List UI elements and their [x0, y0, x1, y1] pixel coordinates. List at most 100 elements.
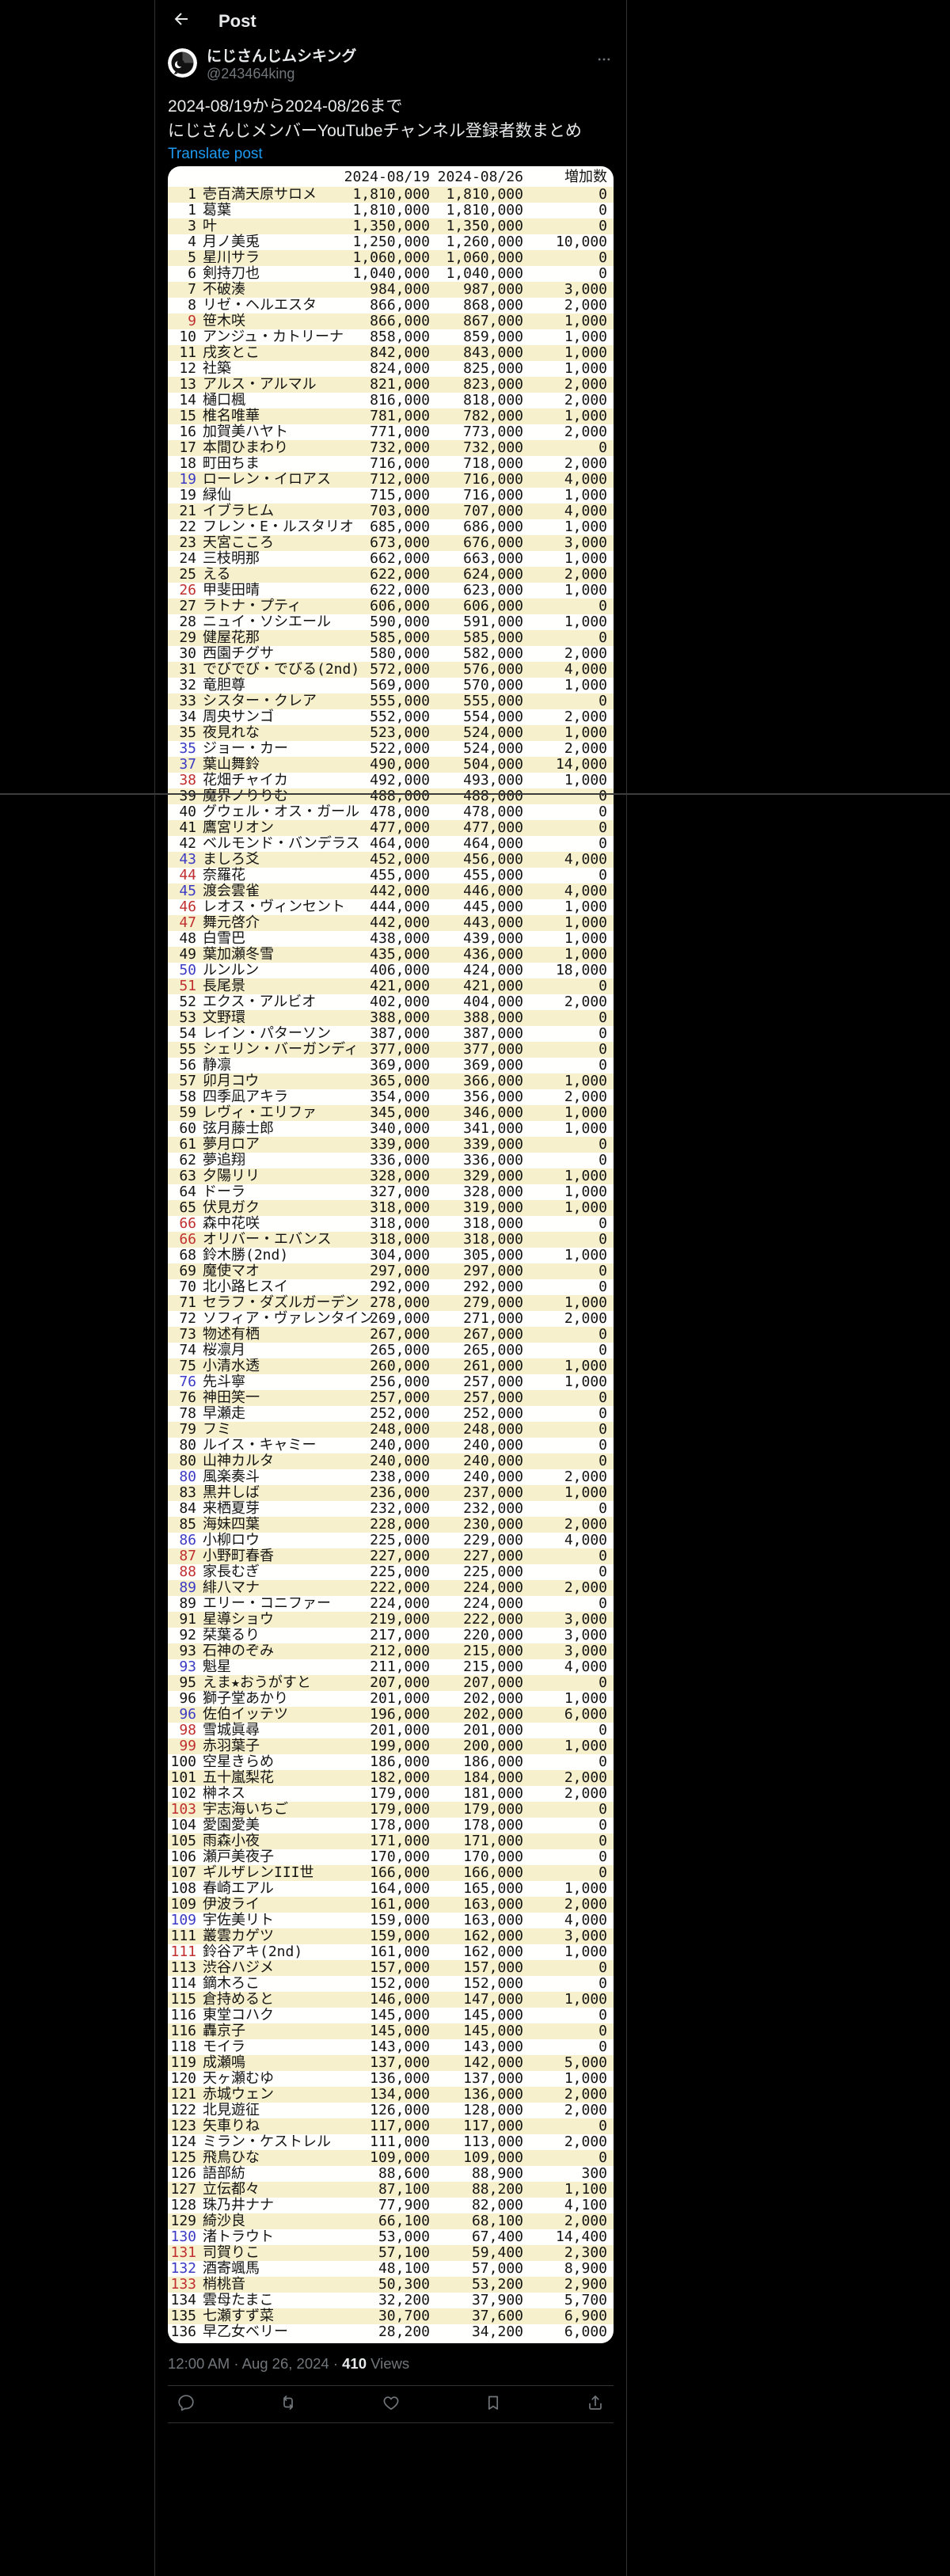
value-0826-cell: 868,000 — [463, 297, 523, 313]
table-row: 9 笹木咲 866,000 867,000 1,000 — [168, 313, 614, 329]
table-row: 13 アルス・アルマル 821,000 823,000 2,000 — [168, 377, 614, 393]
rank-cell: 33 — [179, 693, 196, 709]
increase-cell: 1,000 — [564, 344, 607, 361]
user-names: にじさんじムシキング @243464king — [207, 48, 356, 82]
increase-cell: 0 — [598, 1674, 607, 1691]
value-0819-cell: 170,000 — [370, 1848, 430, 1865]
increase-cell: 0 — [598, 819, 607, 836]
value-0826-cell: 369,000 — [463, 1057, 523, 1073]
table-row: 103 宇志海いちご 179,000 179,000 0 — [168, 1802, 614, 1818]
value-0826-cell: 591,000 — [463, 614, 523, 630]
table-row: 50 ルンルン 406,000 424,000 18,000 — [168, 963, 614, 978]
reply-button[interactable] — [173, 2391, 200, 2418]
rank-cell: 55 — [179, 1041, 196, 1058]
rank-cell: 48 — [179, 930, 196, 947]
increase-cell: 1,000 — [564, 408, 607, 424]
increase-cell: 1,000 — [564, 1943, 607, 1960]
increase-cell: 4,000 — [564, 471, 607, 488]
table-row: 93 石神のぞみ 212,000 215,000 3,000 — [168, 1643, 614, 1659]
bookmark-button[interactable] — [480, 2391, 507, 2418]
increase-cell: 0 — [598, 1326, 607, 1343]
table-row: 93 魁星 211,000 215,000 4,000 — [168, 1659, 614, 1675]
increase-cell: 4,100 — [564, 2197, 607, 2213]
rank-cell: 8 — [188, 297, 196, 313]
like-icon — [382, 2393, 401, 2416]
value-0819-cell: 365,000 — [370, 1073, 430, 1089]
more-button[interactable] — [595, 48, 614, 74]
value-0826-cell: 171,000 — [463, 1833, 523, 1849]
increase-cell: 1,000 — [564, 1373, 607, 1390]
table-row: 62 夢追翔 336,000 336,000 0 — [168, 1153, 614, 1168]
rank-cell: 60 — [179, 1120, 196, 1137]
increase-cell: 0 — [598, 1548, 607, 1564]
name-cell: シェリン・バーガンディ — [203, 1041, 359, 1058]
value-0819-cell: 240,000 — [370, 1453, 430, 1469]
value-0826-cell: 987,000 — [463, 281, 523, 298]
name-cell: 樋口楓 — [203, 392, 245, 408]
increase-cell: 0 — [598, 1009, 607, 1026]
table-row: 15 椎名唯華 781,000 782,000 1,000 — [168, 408, 614, 424]
increase-cell: 2,000 — [564, 1579, 607, 1596]
name-cell: フミ — [203, 1421, 231, 1438]
name-cell: 弦月藤士郎 — [203, 1120, 274, 1137]
back-button[interactable] — [168, 8, 195, 35]
name-cell: 夕陽リリ — [203, 1168, 260, 1184]
value-0826-cell: 356,000 — [463, 1089, 523, 1105]
rank-cell: 108 — [170, 1880, 196, 1897]
value-0826-cell: 37,900 — [471, 2292, 523, 2308]
increase-cell: 0 — [598, 2038, 607, 2055]
value-0819-cell: 87,100 — [378, 2181, 430, 2198]
name-cell: 三枝明那 — [203, 550, 260, 567]
increase-cell: 0 — [598, 1801, 607, 1818]
subscriber-table-image[interactable]: 2024-08/19 2024-08/26 増加数 1 壱百満天原サロメ 1,810… — [168, 166, 614, 2343]
increase-cell: 2,000 — [564, 455, 607, 472]
value-0826-cell: 224,000 — [463, 1595, 523, 1612]
translate-post-link[interactable]: Translate post — [168, 146, 263, 162]
rank-cell: 135 — [170, 2308, 196, 2324]
rank-cell: 79 — [179, 1421, 196, 1438]
display-name[interactable]: にじさんじムシキング — [207, 48, 357, 65]
table-row: 73 物述有栖 267,000 267,000 0 — [168, 1327, 614, 1343]
value-0826-cell: 443,000 — [463, 914, 523, 931]
table-row: 51 長尾景 421,000 421,000 0 — [168, 978, 614, 994]
table-row: 10 アンジュ・カトリーナ 858,000 859,000 1,000 — [168, 329, 614, 345]
tweet-text: 2024-08/19から2024-08/26まで にじさんじメンバーYouTub… — [168, 94, 614, 143]
table-row: 66 森中花咲 318,000 318,000 0 — [168, 1216, 614, 1232]
value-0826-cell: 57,000 — [471, 2260, 523, 2277]
value-0826-cell: 145,000 — [463, 2007, 523, 2023]
table-row: 135 七瀬すず菜 30,700 37,600 6,900 — [168, 2308, 614, 2324]
value-0819-cell: 622,000 — [370, 566, 430, 583]
repost-button[interactable] — [275, 2391, 302, 2418]
table-row: 116 東堂コハク 145,000 145,000 0 — [168, 2008, 614, 2023]
name-cell: 飛鳥ひな — [203, 2149, 260, 2166]
value-0819-cell: 673,000 — [370, 534, 430, 551]
value-0826-cell: 240,000 — [463, 1468, 523, 1485]
table-row: 74 桜凛月 265,000 265,000 0 — [168, 1343, 614, 1358]
name-cell: 小野町春香 — [203, 1548, 274, 1564]
rank-cell: 100 — [170, 1753, 196, 1770]
rank-cell: 29 — [179, 629, 196, 646]
increase-cell: 1,000 — [564, 1738, 607, 1754]
name-cell: フレン・E・ルスタリオ — [203, 519, 354, 535]
avatar[interactable] — [168, 48, 197, 78]
name-cell: 佐伯イッテツ — [203, 1706, 288, 1723]
increase-cell: 0 — [598, 2023, 607, 2039]
value-0819-cell: 377,000 — [370, 1041, 430, 1058]
share-button[interactable] — [582, 2391, 609, 2418]
value-0826-cell: 230,000 — [463, 1516, 523, 1533]
value-0819-cell: 32,200 — [378, 2292, 430, 2308]
name-cell: 渡会雲雀 — [203, 883, 260, 899]
value-0826-cell: 207,000 — [463, 1674, 523, 1691]
table-row: 1 壱百満天原サロメ 1,810,000 1,810,000 0 — [168, 187, 614, 203]
name-cell: 愛園愛美 — [203, 1817, 260, 1833]
rank-cell: 72 — [179, 1310, 196, 1327]
like-button[interactable] — [378, 2391, 405, 2418]
table-row: 85 海妹四葉 228,000 230,000 2,000 — [168, 1517, 614, 1533]
value-0819-cell: 354,000 — [370, 1089, 430, 1105]
increase-cell: 0 — [598, 1389, 607, 1406]
rank-cell: 104 — [170, 1817, 196, 1833]
value-0826-cell: 224,000 — [463, 1579, 523, 1596]
value-0826-cell: 773,000 — [463, 424, 523, 440]
rank-cell: 131 — [170, 2244, 196, 2261]
name-cell: ローレン・イロアス — [203, 471, 331, 488]
